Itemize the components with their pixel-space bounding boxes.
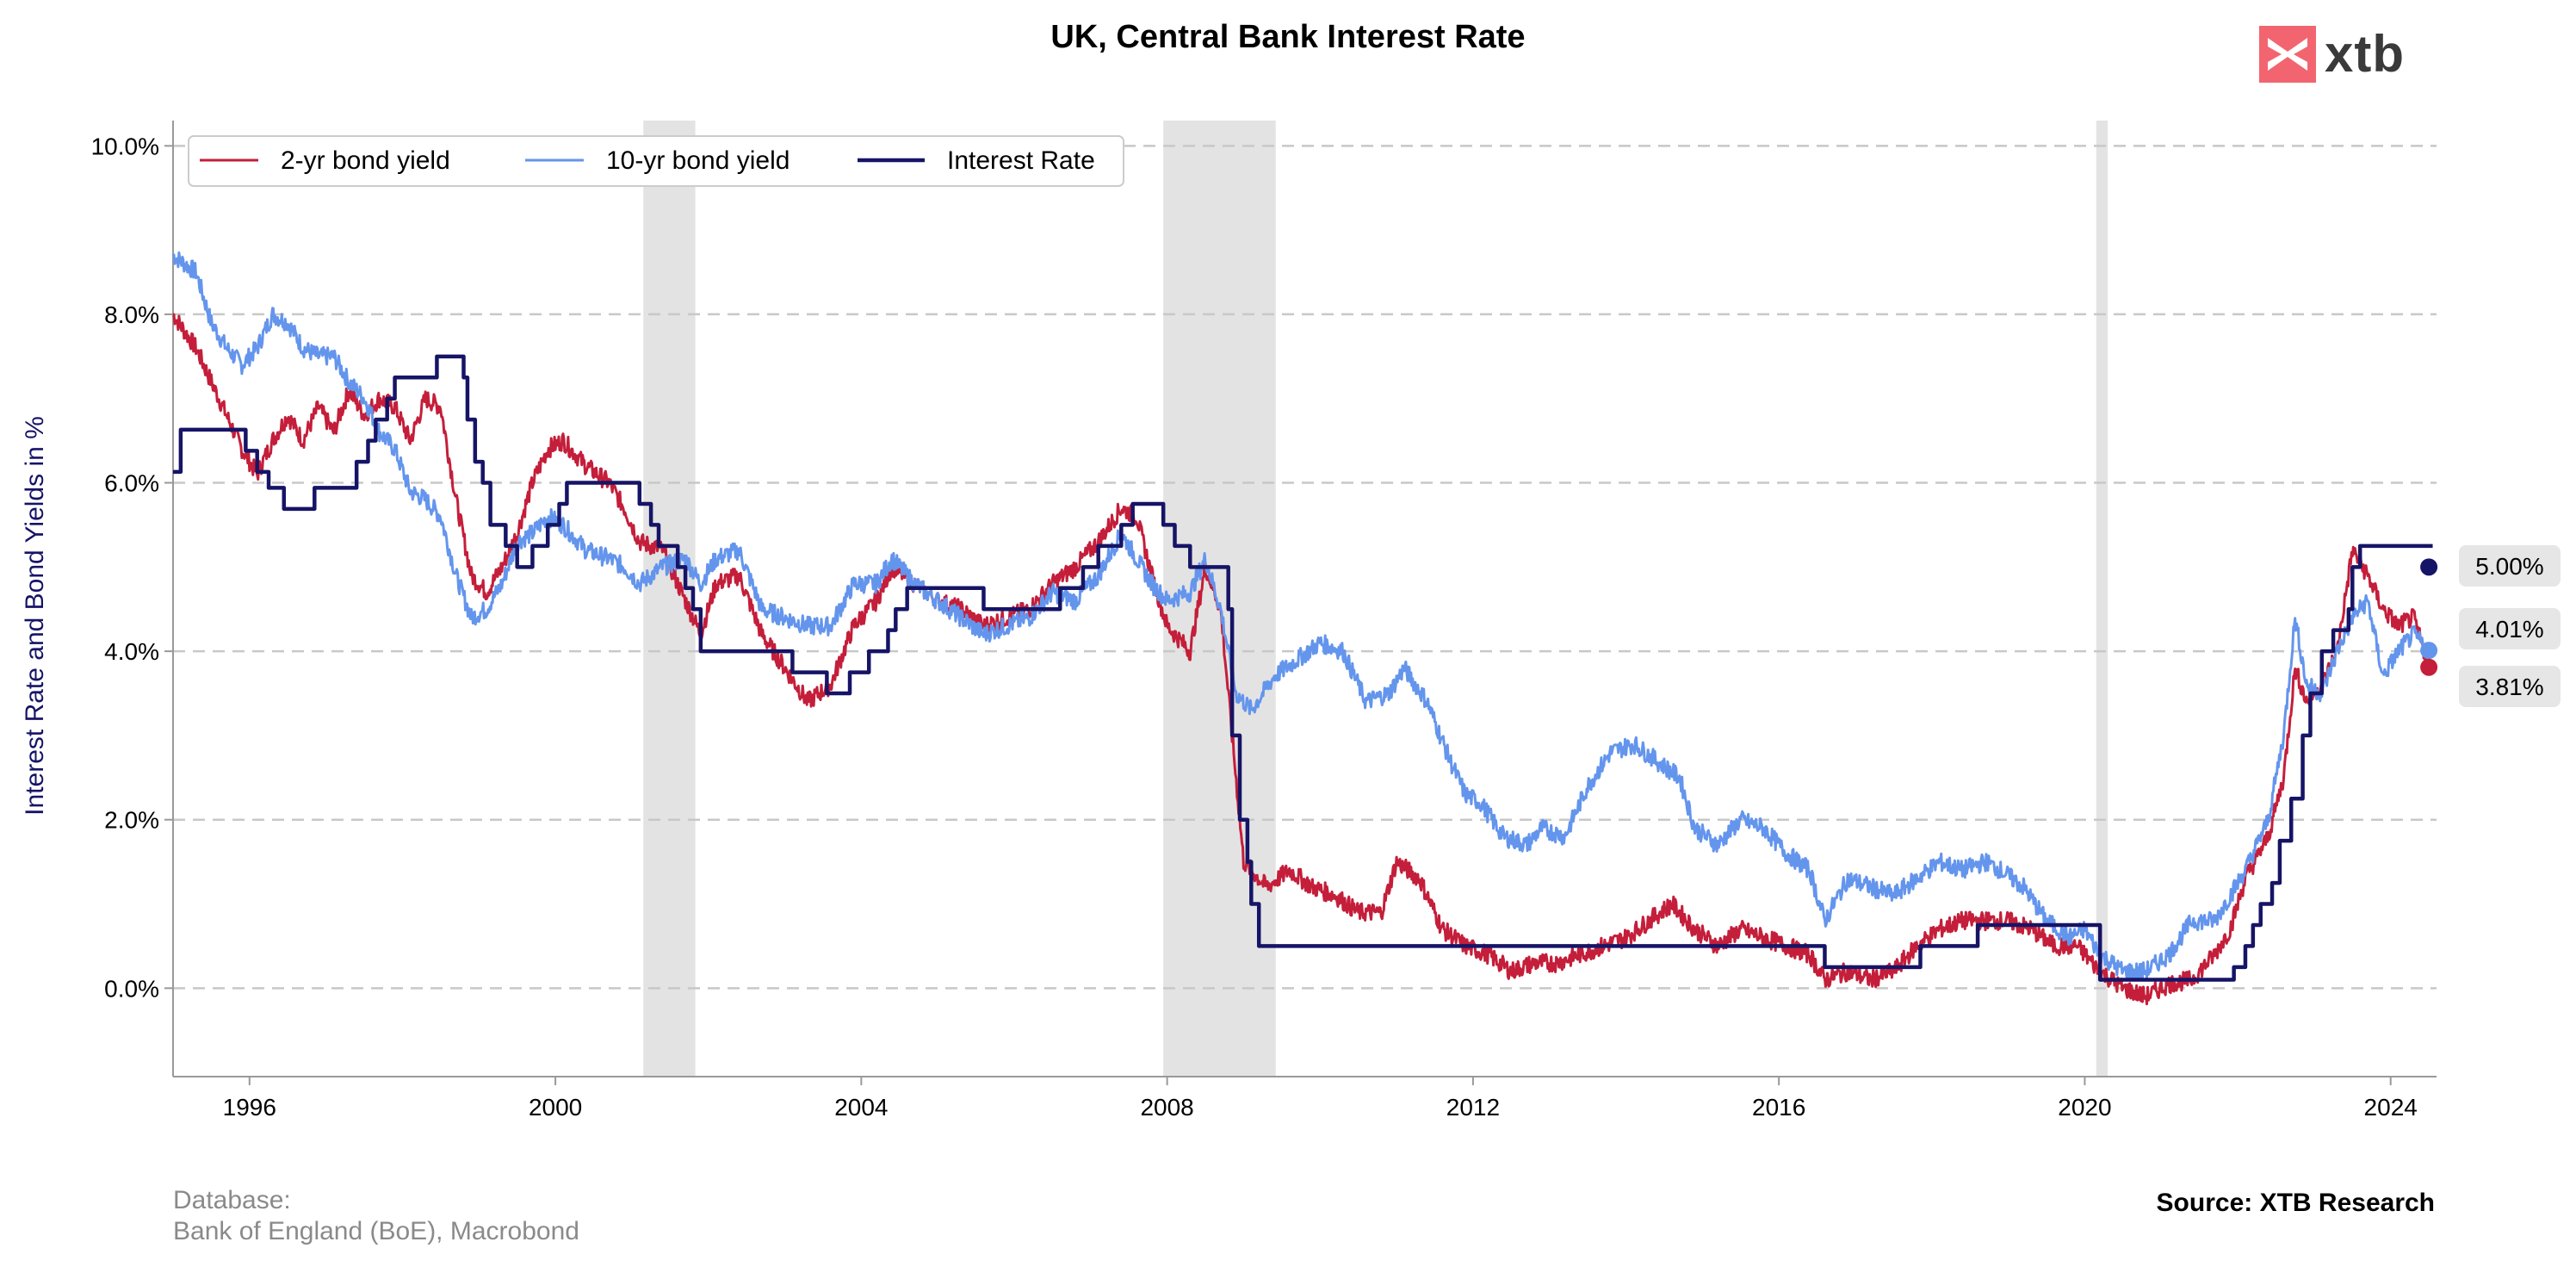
y-ticks: 0.0% 2.0% 4.0% 6.0% 8.0% 10.0%: [91, 133, 173, 1002]
end-marker-interest-rate: [2420, 558, 2438, 576]
series-line-10-yr-bond-yield: [172, 251, 2430, 981]
chart-plot: 0.0% 2.0% 4.0% 6.0% 8.0% 10.0% 1996 2000 2004 20…: [21, 121, 2561, 1120]
series-line-2-yr-bond-yield: [172, 313, 2430, 1006]
legend-label-10yr: 10-yr bond yield: [606, 146, 790, 175]
recession-bands: [643, 121, 2108, 1077]
x-tick-label: 1996: [223, 1094, 276, 1120]
y-tick-label: 4.0%: [104, 638, 159, 665]
chart-title: UK, Central Bank Interest Rate: [1050, 19, 1526, 55]
end-labels: 5.00% 4.01% 3.81%: [2420, 545, 2561, 707]
y-tick-label: 6.0%: [104, 470, 159, 497]
xtb-logo: xtb: [2259, 26, 2405, 83]
x-tick-label: 2000: [529, 1094, 582, 1120]
recession-band-2: [2096, 121, 2108, 1077]
x-tick-label: 2016: [1752, 1094, 1805, 1120]
x-tick-label: 2012: [1446, 1094, 1500, 1120]
y-axis-label: Interest Rate and Bond Yields in %: [21, 416, 49, 816]
end-label-interest-rate: 5.00%: [2475, 553, 2543, 580]
legend-box: [188, 135, 1124, 187]
legend-label-2yr: 2-yr bond yield: [281, 146, 450, 175]
x-tick-label: 2004: [834, 1094, 888, 1120]
end-label-10-yr-bond-yield: 4.01%: [2475, 616, 2543, 643]
axes: [172, 121, 2437, 1077]
y-tick-label: 0.0%: [104, 975, 159, 1002]
y-tick-label: 10.0%: [91, 133, 159, 159]
end-label-box: [2459, 608, 2561, 649]
database-note: Database: Bank of England (BoE), Macrobo…: [173, 1185, 579, 1247]
legend: 2-yr bond yield 10-yr bond yield Interes…: [188, 135, 1124, 187]
legend-label-rate: Interest Rate: [947, 146, 1095, 175]
series-lines: [172, 251, 2433, 1006]
xtb-logo-mark-icon: [2259, 26, 2316, 83]
end-label-2-yr-bond-yield: 3.81%: [2475, 674, 2543, 700]
xtb-logo-text: xtb: [2325, 25, 2405, 83]
end-marker-10-yr-bond-yield: [2420, 642, 2438, 660]
x-ticks: 1996 2000 2004 2008 2012 2016 2020 2024: [223, 1077, 2418, 1120]
x-tick-label: 2024: [2364, 1094, 2418, 1120]
y-tick-label: 2.0%: [104, 807, 159, 834]
x-tick-label: 2008: [1140, 1094, 1193, 1120]
x-tick-label: 2020: [2058, 1094, 2111, 1120]
end-marker-2-yr-bond-yield: [2420, 658, 2438, 676]
y-tick-label: 8.0%: [104, 301, 159, 328]
database-label: Database:: [173, 1186, 291, 1214]
end-label-box: [2459, 545, 2561, 587]
end-label-box: [2459, 666, 2561, 707]
database-value: Bank of England (BoE), Macrobond: [173, 1217, 579, 1245]
source-note: Source: XTB Research: [2156, 1189, 2435, 1217]
series-line-interest-rate: [173, 354, 2433, 982]
